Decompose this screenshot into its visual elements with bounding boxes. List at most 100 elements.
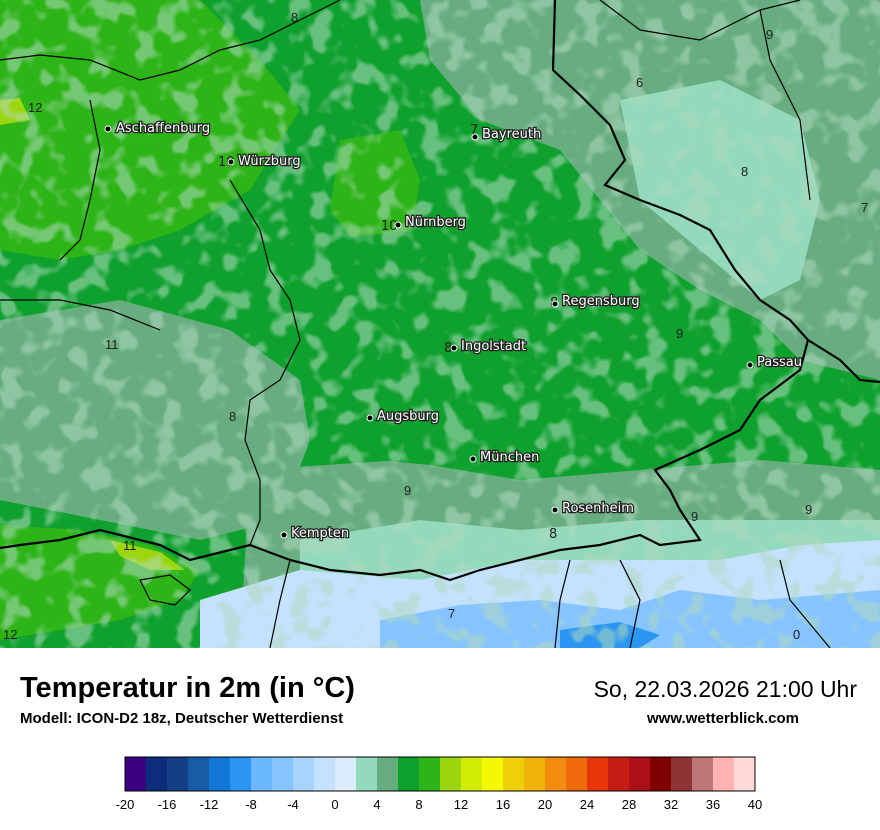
cities: Aschaffenburg 10 Würzburg 7 Bayreuth 10 … — [104, 120, 803, 542]
city-dot — [551, 300, 559, 308]
borders — [0, 0, 880, 648]
city-aschaffenburg: Aschaffenburg — [104, 120, 211, 137]
isolabel: 8 — [229, 409, 236, 424]
city-dot — [280, 531, 288, 539]
isolabel: 11 — [123, 538, 137, 553]
legend-swatch — [272, 757, 294, 791]
legend-tick-label: -12 — [200, 797, 219, 812]
legend-swatch — [146, 757, 168, 791]
border-district-1 — [0, 0, 341, 81]
isolabel: 6 — [636, 75, 643, 90]
isolabel: 9 — [676, 326, 683, 341]
isotherm-labels: 8 12 6 9 8 7 9 11 8 9 9 9 11 7 0 12 — [3, 10, 868, 642]
temperature-map: 8 12 6 9 8 7 9 11 8 9 9 9 11 7 0 12 Asch… — [0, 0, 880, 648]
legend-swatch — [419, 757, 441, 791]
legend-swatch — [251, 757, 273, 791]
city-label: Aschaffenburg — [116, 121, 210, 136]
legend-swatch — [125, 757, 147, 791]
city-dot — [746, 361, 754, 369]
isolabel: 12 — [3, 627, 17, 642]
city-passau: Passau — [746, 354, 803, 371]
legend-swatch — [335, 757, 357, 791]
legend-tick-label: 0 — [331, 797, 338, 812]
city-dot — [469, 455, 477, 463]
border-district-2 — [59, 99, 101, 261]
legend-swatches — [125, 757, 756, 791]
legend-swatch — [398, 757, 420, 791]
legend-swatch — [314, 757, 336, 791]
border-austria — [807, 339, 880, 384]
lake-bodensee — [139, 574, 191, 606]
legend-frame — [124, 756, 756, 792]
border-district-9 — [619, 559, 641, 648]
city-dot — [227, 158, 235, 166]
field-texture — [0, 0, 880, 648]
city-dot — [471, 133, 479, 141]
isolabel: 9 — [691, 509, 698, 524]
legend-swatch — [440, 757, 462, 791]
legend-swatch — [524, 757, 546, 791]
legend-swatch — [545, 757, 567, 791]
legend-tick-label: -20 — [116, 797, 135, 812]
legend-tick-label: 4 — [373, 797, 380, 812]
border-district-5 — [599, 0, 801, 41]
legend-swatch — [356, 757, 378, 791]
city-label: München — [480, 450, 539, 465]
city-label: Augsburg — [377, 409, 439, 424]
map-title: Temperatur in 2m (in °C) — [20, 672, 355, 704]
isolabel: 11 — [105, 337, 119, 352]
legend-swatch — [209, 757, 231, 791]
legend-swatch — [734, 757, 756, 791]
isolabel: 12 — [28, 100, 42, 115]
isolabel: 9 — [766, 27, 773, 42]
city-ingolstadt: 8 Ingolstadt — [444, 338, 527, 356]
city-value: 8 — [549, 527, 557, 542]
city-label: Bayreuth — [482, 127, 541, 142]
legend-tick-label: 8 — [415, 797, 422, 812]
isolabel: 8 — [741, 164, 748, 179]
legend-swatch — [566, 757, 588, 791]
border-district-8 — [554, 559, 571, 648]
city-label: Würzburg — [238, 154, 301, 169]
legend-swatch — [461, 757, 483, 791]
legend-tick-label: 24 — [580, 797, 594, 812]
city-dot — [551, 506, 559, 514]
legend-swatch — [167, 757, 189, 791]
legend-tick-label: 28 — [622, 797, 636, 812]
isolabel: 0 — [793, 627, 800, 642]
city-label: Nürnberg — [405, 215, 466, 230]
legend-swatch — [629, 757, 651, 791]
city-dot — [104, 125, 112, 133]
legend-swatch — [293, 757, 315, 791]
city-label: Regensburg — [562, 294, 640, 309]
legend-swatch — [713, 757, 735, 791]
legend-tick-label: 40 — [748, 797, 762, 812]
legend-tick-label: -8 — [245, 797, 257, 812]
legend-swatch — [377, 757, 399, 791]
website-link[interactable]: www.wetterblick.com — [647, 710, 799, 727]
city-dot — [450, 344, 458, 352]
legend-swatch — [482, 757, 504, 791]
city-dot — [366, 414, 374, 422]
legend-tick-label: -16 — [158, 797, 177, 812]
city-wuerzburg: 10 Würzburg — [218, 153, 302, 171]
legend-tick-label: 36 — [706, 797, 720, 812]
city-kempten: Kempten — [280, 525, 350, 542]
isolabel: 7 — [861, 200, 868, 215]
city-label: Rosenheim — [562, 501, 634, 516]
isolabel: 9 — [404, 483, 411, 498]
border-district-7 — [269, 559, 291, 648]
isolabel: 9 — [805, 502, 812, 517]
city-augsburg: Augsburg — [366, 408, 440, 425]
legend-tick-label: 20 — [538, 797, 552, 812]
forecast-datetime: So, 22.03.2026 21:00 Uhr — [593, 676, 857, 702]
legend-tick-label: 12 — [454, 797, 468, 812]
legend-swatch — [671, 757, 693, 791]
legend-swatch — [650, 757, 672, 791]
model-subtitle: Modell: ICON-D2 18z, Deutscher Wetterdie… — [20, 710, 344, 727]
border-district-10 — [779, 559, 831, 648]
legend-tick-label: 32 — [664, 797, 678, 812]
legend-tick-label: -4 — [287, 797, 299, 812]
city-value: 8 — [444, 341, 452, 356]
city-nuernberg: 10 Nürnberg — [381, 214, 467, 234]
